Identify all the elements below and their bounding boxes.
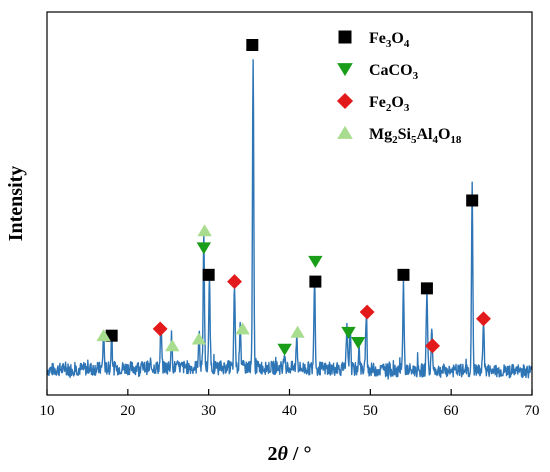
x-tick-label: 10: [40, 403, 55, 419]
marker-mg2si5al4o18: [191, 332, 207, 345]
x-tick-label: 30: [201, 403, 216, 419]
legend-label-fe2o3: Fe2O3: [369, 94, 410, 114]
marker-caco3: [277, 343, 292, 356]
marker-fe2o3: [152, 321, 168, 337]
legend-label-fe3o4: Fe3O4: [369, 30, 410, 50]
x-tick-label: 40: [282, 403, 297, 419]
marker-fe2o3: [476, 311, 491, 327]
plot-frame: [46, 11, 533, 396]
legend-marker-fe2o3: [336, 92, 354, 110]
marker-mg2si5al4o18: [235, 322, 250, 335]
x-tick-label: 50: [363, 403, 378, 419]
marker-fe3o4: [309, 275, 322, 288]
diffraction-line: [47, 59, 532, 380]
diffraction-pattern: [47, 59, 532, 380]
y-axis-title: Intensity: [5, 166, 27, 242]
x-tick-label: 70: [525, 403, 540, 419]
marker-fe2o3: [359, 304, 375, 320]
marker-fe2o3: [227, 274, 242, 290]
x-tick-label: 20: [120, 403, 135, 419]
marker-caco3: [351, 337, 366, 350]
marker-caco3: [341, 326, 356, 339]
legend-label-mg2si5al4o18: Mg2Si5Al4O18: [369, 126, 462, 146]
x-tick-label: 60: [444, 403, 459, 419]
marker-fe3o4: [466, 194, 479, 207]
marker-caco3: [308, 255, 323, 268]
marker-mg2si5al4o18: [165, 339, 180, 352]
legend-label-caco3: CaCO3: [369, 62, 419, 82]
marker-mg2si5al4o18: [290, 325, 305, 338]
marker-fe2o3: [425, 338, 441, 354]
legend-marker-fe3o4: [338, 30, 352, 44]
marker-fe3o4: [397, 268, 410, 281]
marker-caco3: [196, 242, 212, 255]
marker-mg2si5al4o18: [96, 329, 111, 342]
x-axis-ticks: 10 20 30 40 50 60 70: [40, 389, 540, 419]
legend: Fe3O4 CaCO3 Fe2O3 Mg2Si5Al4O18: [336, 30, 462, 146]
marker-fe3o4: [420, 282, 433, 295]
x-axis-title: 2θ / °: [268, 443, 312, 465]
legend-marker-mg2si5al4o18: [337, 125, 353, 139]
marker-fe3o4: [202, 268, 215, 281]
marker-fe3o4: [246, 39, 259, 51]
marker-mg2si5al4o18: [197, 224, 212, 237]
phase-markers: [96, 39, 491, 356]
legend-marker-caco3: [337, 63, 353, 77]
